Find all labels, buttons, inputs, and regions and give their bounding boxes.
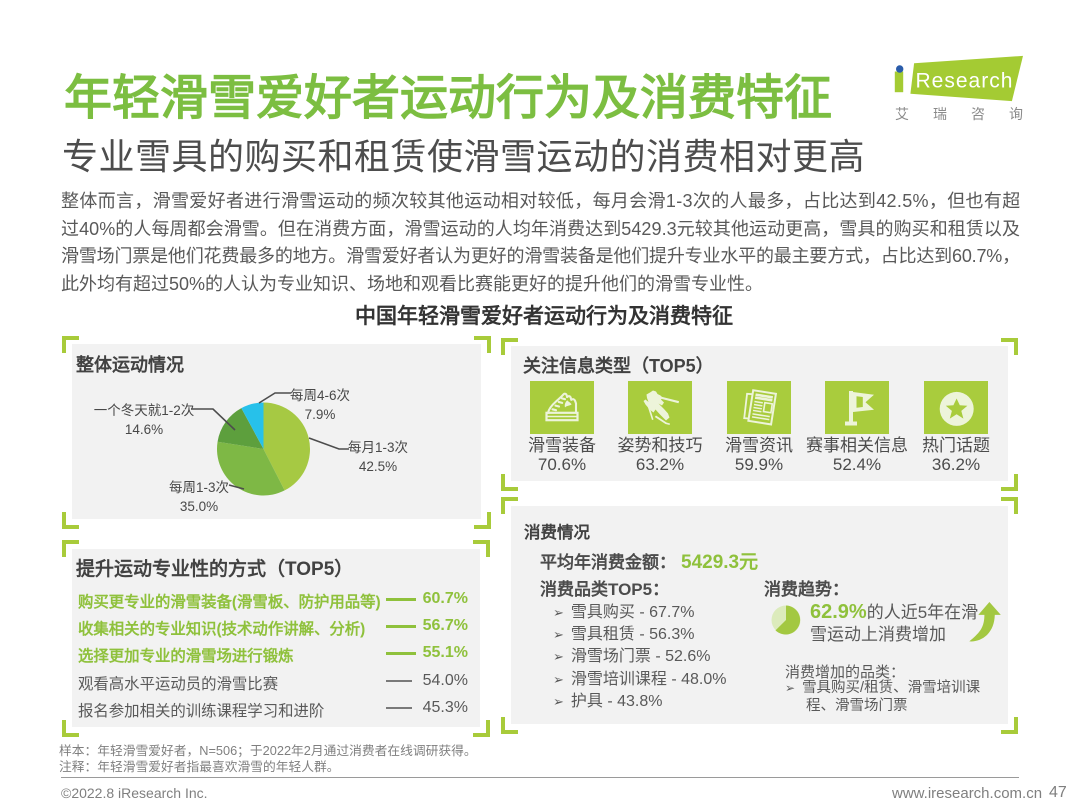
svg-text:Research: Research <box>916 70 1014 93</box>
